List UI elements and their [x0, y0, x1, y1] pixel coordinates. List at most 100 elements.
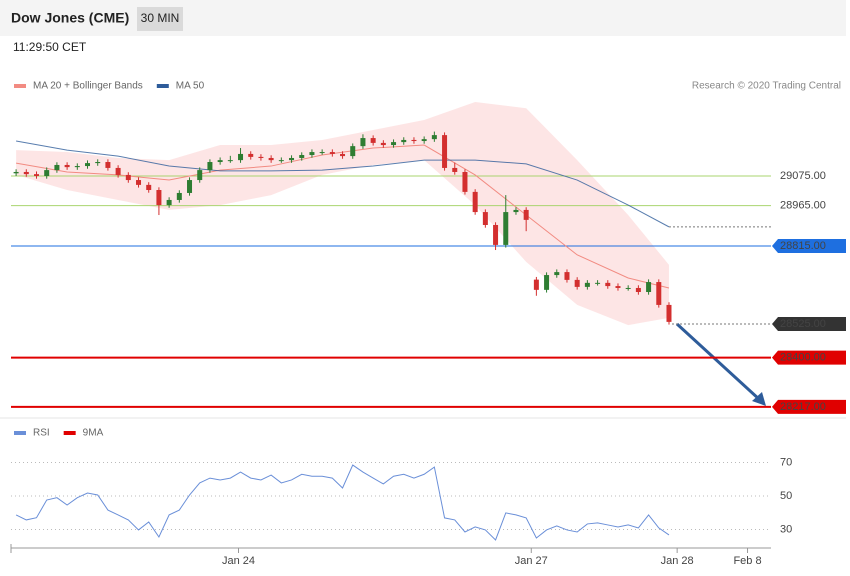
candle-body: [309, 152, 315, 156]
level-tag: [772, 317, 846, 332]
candle-body: [503, 212, 509, 245]
candle-body: [74, 166, 80, 168]
legend-label: MA 20 + Bollinger Bands: [33, 81, 143, 92]
candle-body: [207, 162, 213, 171]
legend-label: MA 50: [176, 81, 205, 92]
legend-swatch: [63, 431, 76, 435]
y-tick-label: 30: [780, 523, 792, 535]
candle-body: [452, 167, 458, 172]
candle-body: [380, 142, 386, 146]
x-tick-label: Feb 8: [733, 555, 761, 567]
interval-label[interactable]: 30 MIN: [141, 11, 180, 25]
candle-body: [554, 272, 560, 276]
candle-body: [176, 192, 182, 200]
candle-body: [85, 163, 91, 167]
candle-body: [401, 139, 407, 143]
level-label: 28400.00: [780, 352, 826, 364]
candle-body: [564, 272, 570, 280]
forecast-arrowhead: [752, 392, 766, 406]
title: Dow Jones (CME): [11, 10, 129, 26]
candle-body: [340, 153, 346, 157]
candle-body: [64, 164, 70, 168]
candle-body: [319, 152, 325, 154]
candle-body: [493, 224, 499, 245]
forecast-arrow: [675, 322, 762, 402]
level-tag: [772, 350, 846, 365]
candle-body: [105, 162, 111, 168]
candle-body: [268, 157, 274, 161]
candle-body: [13, 171, 19, 174]
candle-body: [605, 282, 611, 287]
candle-body: [115, 167, 121, 175]
level-label: 28217.00: [780, 401, 826, 413]
candle-body: [584, 282, 590, 287]
candle-body: [462, 171, 468, 192]
candle-body: [523, 209, 529, 220]
candle-body: [635, 287, 641, 293]
legend-swatch: [14, 431, 26, 435]
interval-button[interactable]: [137, 7, 183, 31]
candle-body: [136, 180, 142, 185]
candle-body: [289, 157, 295, 161]
candle-body: [421, 139, 427, 142]
candle-body: [238, 153, 244, 161]
candle-body: [23, 171, 29, 175]
ma50-line: [16, 140, 670, 228]
legend-label: 9MA: [83, 428, 104, 439]
level-label: 29075.00: [780, 170, 826, 182]
level-label: 28525.00: [780, 318, 826, 330]
candle-body: [95, 162, 101, 164]
candle-body: [595, 282, 601, 284]
candle-body: [34, 174, 40, 177]
timestamp: 11:29:50 CET: [13, 40, 87, 54]
level-tag: [772, 238, 846, 253]
candle-body: [533, 279, 539, 290]
candle-body: [146, 184, 152, 191]
candle-body: [482, 212, 488, 225]
candle-body: [646, 282, 652, 293]
level-label: 28965.00: [780, 200, 826, 212]
candle-body: [472, 191, 478, 213]
bollinger-band: [16, 101, 669, 326]
candle-body: [544, 275, 550, 290]
candle-body: [329, 152, 335, 154]
credit: Research © 2020 Trading Central: [692, 81, 841, 92]
level-label: 28815.00: [780, 240, 826, 252]
candle-body: [370, 138, 376, 143]
rsi-line: [15, 464, 670, 541]
y-tick-label: 50: [780, 490, 792, 502]
y-tick-label: 70: [780, 456, 792, 468]
candle-body: [187, 180, 193, 193]
candle-body: [411, 139, 417, 142]
candle-body: [350, 146, 356, 157]
candle-body: [625, 287, 631, 289]
candle-body: [44, 170, 50, 177]
candle-body: [278, 160, 284, 162]
candle-body: [125, 174, 131, 181]
legend-swatch: [156, 84, 169, 88]
level-tag: [772, 399, 846, 414]
candle-body: [156, 190, 162, 206]
candle-body: [166, 199, 172, 206]
x-tick-label: Jan 28: [661, 555, 694, 567]
candle-body: [574, 279, 580, 287]
candle-body: [391, 142, 397, 146]
candle-body: [248, 153, 254, 157]
candle-body: [227, 160, 233, 162]
x-tick-label: Jan 24: [222, 555, 255, 567]
candle-body: [217, 160, 223, 163]
candle-body: [360, 138, 366, 147]
candle-body: [258, 156, 264, 158]
legend-label: RSI: [33, 428, 50, 439]
candle-body: [513, 209, 519, 213]
candle-body: [431, 135, 437, 140]
candle-body: [442, 135, 448, 168]
candle-body: [299, 155, 305, 158]
candle-body: [197, 170, 203, 181]
candle-body: [54, 164, 60, 171]
candle-body: [666, 304, 672, 322]
candle-body: [656, 282, 662, 305]
candle-body: [615, 286, 621, 288]
legend-swatch: [14, 84, 26, 88]
